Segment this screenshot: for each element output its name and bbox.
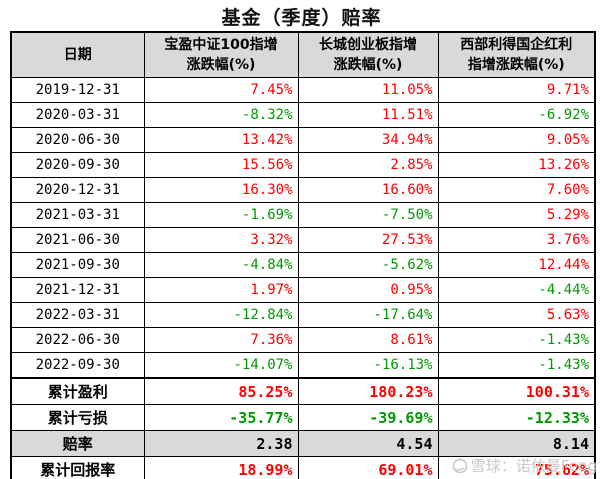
table-row: 2021-06-30 3.32% 27.53% 3.76% bbox=[10, 227, 596, 253]
table-row: 2022-06-30 7.36% 8.61% -1.43% bbox=[10, 327, 596, 353]
summary-value-cell: 100.31% bbox=[437, 377, 596, 405]
page-title: 基金（季度）赔率 bbox=[215, 3, 388, 34]
column-header: 长城创业板指增 涨跌幅(%) bbox=[297, 31, 439, 78]
date-cell: 2019-12-31 bbox=[10, 77, 145, 103]
value-cell: 8.61% bbox=[297, 327, 439, 353]
value-cell: 3.32% bbox=[143, 227, 299, 253]
date-cell: 2021-12-31 bbox=[10, 277, 145, 303]
date-cell: 2022-03-31 bbox=[10, 302, 145, 328]
date-cell: 2020-12-31 bbox=[10, 177, 145, 203]
value-cell: 7.36% bbox=[143, 327, 299, 353]
value-cell: 13.42% bbox=[143, 127, 299, 153]
table-row: 2020-06-30 13.42% 34.94% 9.05% bbox=[10, 127, 596, 153]
table-row: 2020-03-31 -8.32% 11.51% -6.92% bbox=[10, 102, 596, 128]
column-header: 宝盈中证100指增 涨跌幅(%) bbox=[143, 31, 299, 78]
value-cell: 5.29% bbox=[437, 202, 596, 228]
value-cell: 7.45% bbox=[143, 77, 299, 103]
value-cell: -8.32% bbox=[143, 102, 299, 128]
value-cell: -17.64% bbox=[297, 302, 439, 328]
summary-rows: 累计盈利 85.25% 180.23% 100.31% 累计亏损 -35.77% -39.6… bbox=[10, 377, 596, 479]
date-cell: 2022-09-30 bbox=[10, 352, 145, 379]
table-row: 2020-09-30 15.56% 2.85% 13.26% bbox=[10, 152, 596, 178]
summary-value-cell: 75.62% bbox=[437, 456, 596, 479]
value-cell: -14.07% bbox=[143, 352, 299, 379]
value-cell: 27.53% bbox=[297, 227, 439, 253]
table-row: 2021-12-31 1.97% 0.95% -4.44% bbox=[10, 277, 596, 303]
value-cell: 3.76% bbox=[437, 227, 596, 253]
summary-value-cell: 4.54 bbox=[297, 430, 439, 457]
date-cell: 2021-09-30 bbox=[10, 252, 145, 278]
summary-label-cell: 累计盈利 bbox=[10, 377, 145, 405]
value-cell: 13.26% bbox=[437, 152, 596, 178]
header-row: 日期 宝盈中证100指增 涨跌幅(%) 长城创业板指增 涨跌幅(%) 西部利得国企红利… bbox=[10, 31, 596, 78]
summary-value-cell: 2.38 bbox=[143, 430, 299, 457]
summary-value-cell: -12.33% bbox=[437, 404, 596, 431]
value-cell: 5.63% bbox=[437, 302, 596, 328]
value-cell: 16.30% bbox=[143, 177, 299, 203]
summary-label-cell: 赔率 bbox=[10, 430, 145, 457]
summary-label-cell: 累计回报率 bbox=[10, 456, 145, 479]
value-cell: 11.51% bbox=[297, 102, 439, 128]
table-row: 2022-03-31 -12.84% -17.64% 5.63% bbox=[10, 302, 596, 328]
date-cell: 2022-06-30 bbox=[10, 327, 145, 353]
summary-value-cell: -39.69% bbox=[297, 404, 439, 431]
value-cell: 15.56% bbox=[143, 152, 299, 178]
value-cell: 2.85% bbox=[297, 152, 439, 178]
value-cell: -7.50% bbox=[297, 202, 439, 228]
value-cell: 0.95% bbox=[297, 277, 439, 303]
value-cell: 11.05% bbox=[297, 77, 439, 103]
value-cell: 9.71% bbox=[437, 77, 596, 103]
value-cell: -12.84% bbox=[143, 302, 299, 328]
value-cell: 16.60% bbox=[297, 177, 439, 203]
column-header: 日期 bbox=[10, 31, 145, 78]
value-cell: 12.44% bbox=[437, 252, 596, 278]
value-cell: -1.69% bbox=[143, 202, 299, 228]
summary-row: 累计回报率 18.99% 69.01% 75.62% bbox=[10, 456, 596, 479]
value-cell: 34.94% bbox=[297, 127, 439, 153]
summary-row: 累计亏损 -35.77% -39.69% -12.33% bbox=[10, 404, 596, 431]
summary-label-cell: 累计亏损 bbox=[10, 404, 145, 431]
table-row: 2022-09-30 -14.07% -16.13% -1.43% bbox=[10, 352, 596, 379]
value-cell: -16.13% bbox=[297, 352, 439, 379]
summary-value-cell: 18.99% bbox=[143, 456, 299, 479]
table-row: 2020-12-31 16.30% 16.60% 7.60% bbox=[10, 177, 596, 203]
summary-value-cell: 69.01% bbox=[297, 456, 439, 479]
value-cell: 7.60% bbox=[437, 177, 596, 203]
value-cell: -4.84% bbox=[143, 252, 299, 278]
table-row: 2021-09-30 -4.84% -5.62% 12.44% bbox=[10, 252, 596, 278]
value-cell: -6.92% bbox=[437, 102, 596, 128]
table-row: 2019-12-31 7.45% 11.05% 9.71% bbox=[10, 77, 596, 103]
date-cell: 2020-06-30 bbox=[10, 127, 145, 153]
summary-value-cell: -35.77% bbox=[143, 404, 299, 431]
watermark-text: 雪球：诺依曼Feng bbox=[470, 457, 597, 475]
table-row: 2021-03-31 -1.69% -7.50% 5.29% bbox=[10, 202, 596, 228]
summary-value-cell: 180.23% bbox=[297, 377, 439, 405]
column-header: 西部利得国企红利 指增涨跌幅(%) bbox=[437, 31, 596, 78]
value-cell: -5.62% bbox=[297, 252, 439, 278]
data-rows: 2019-12-31 7.45% 11.05% 9.71% 2020-03-31 -8.3… bbox=[10, 77, 596, 379]
snowball-icon bbox=[452, 458, 468, 473]
value-cell: -1.43% bbox=[437, 327, 596, 353]
value-cell: -4.44% bbox=[437, 277, 596, 303]
summary-row: 累计盈利 85.25% 180.23% 100.31% bbox=[10, 377, 596, 405]
watermark: 雪球：诺依曼Feng bbox=[452, 455, 597, 476]
value-cell: 1.97% bbox=[143, 277, 299, 303]
summary-value-cell: 8.14 bbox=[437, 430, 596, 457]
date-cell: 2021-06-30 bbox=[10, 227, 145, 253]
date-cell: 2020-09-30 bbox=[10, 152, 145, 178]
summary-value-cell: 85.25% bbox=[143, 377, 299, 405]
summary-row: 赔率 2.38 4.54 8.14 bbox=[10, 430, 596, 457]
date-cell: 2021-03-31 bbox=[10, 202, 145, 228]
date-cell: 2020-03-31 bbox=[10, 102, 145, 128]
value-cell: 9.05% bbox=[437, 127, 596, 153]
fund-quarterly-odds-table: 日期 宝盈中证100指增 涨跌幅(%) 长城创业板指增 涨跌幅(%) 西部利得国企红利… bbox=[10, 31, 596, 479]
title-wrap: 基金（季度）赔率 bbox=[0, 0, 603, 34]
value-cell: -1.43% bbox=[437, 352, 596, 379]
